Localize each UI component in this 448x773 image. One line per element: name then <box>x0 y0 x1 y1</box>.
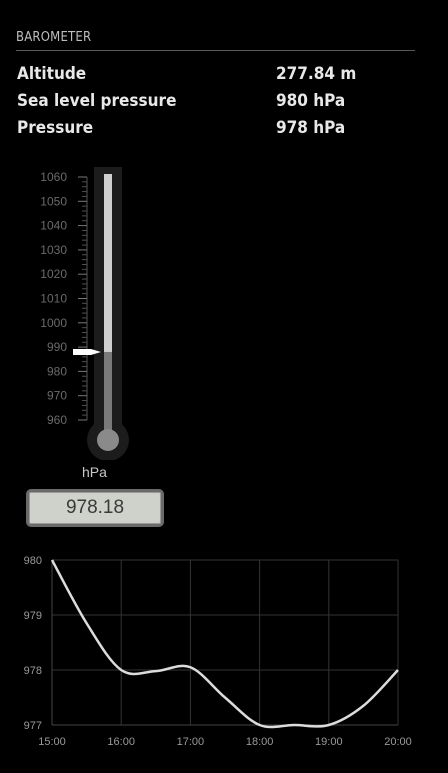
gauge-tick-label: 1030 <box>40 243 67 257</box>
gauge-tick-label: 990 <box>47 340 67 354</box>
reading-value: 980 hPa <box>276 91 346 111</box>
gauge-tick-label: 960 <box>47 413 67 427</box>
x-tick-label: 20:00 <box>384 736 412 748</box>
gauge-tick-label: 1060 <box>40 170 67 184</box>
gauge-pointer-icon <box>73 348 101 355</box>
x-tick-label: 19:00 <box>315 736 343 748</box>
x-tick-label: 17:00 <box>177 736 205 748</box>
gauge-tube <box>104 174 112 432</box>
gauge-tick-label: 1020 <box>40 267 67 281</box>
pressure-lcd-readout: 978.18 <box>26 489 164 527</box>
x-tick-label: 15:00 <box>38 736 66 748</box>
reading-value: 978 hPa <box>276 118 346 138</box>
gauge-tick-label: 1050 <box>40 194 67 208</box>
widget-title: BAROMETER <box>16 30 92 45</box>
reading-value: 277.84 m <box>276 64 357 84</box>
y-tick-label: 980 <box>24 555 42 567</box>
gauge-tick-label: 1040 <box>40 219 67 233</box>
reading-row-pressure: Pressure 978 hPa <box>17 118 417 145</box>
widget-header: BAROMETER <box>16 30 415 51</box>
pressure-series-line <box>50 559 399 729</box>
y-tick-label: 979 <box>24 610 42 622</box>
pressure-gauge: 1060 1050 1040 1030 1020 1010 1000 990 980 970 960 <box>40 167 129 460</box>
barometer-readings: Altitude 277.84 m Sea level pressure 980… <box>17 64 417 145</box>
gauge-tick-label: 1010 <box>40 292 67 306</box>
gauge-unit-label: hPa <box>82 464 107 480</box>
reading-label: Pressure <box>17 118 94 138</box>
pressure-history-chart: 980 979 978 977 15:00 16:00 17:00 18:00 19:00 20:… <box>24 555 412 748</box>
reading-label: Sea level pressure <box>17 91 177 111</box>
reading-label: Altitude <box>17 64 87 84</box>
gauge-tick-label: 1000 <box>40 316 67 330</box>
gauge-tick-label: 980 <box>47 364 67 378</box>
reading-row-altitude: Altitude 277.84 m <box>17 64 417 91</box>
gauge-mercury <box>104 351 112 432</box>
gauge-bulb <box>97 429 119 451</box>
reading-row-sea-level-pressure: Sea level pressure 980 hPa <box>17 91 417 118</box>
y-tick-label: 977 <box>24 720 42 732</box>
y-tick-label: 978 <box>24 665 42 677</box>
x-tick-label: 18:00 <box>246 736 274 748</box>
x-tick-label: 16:00 <box>107 736 135 748</box>
gauge-tick-label: 970 <box>47 389 67 403</box>
